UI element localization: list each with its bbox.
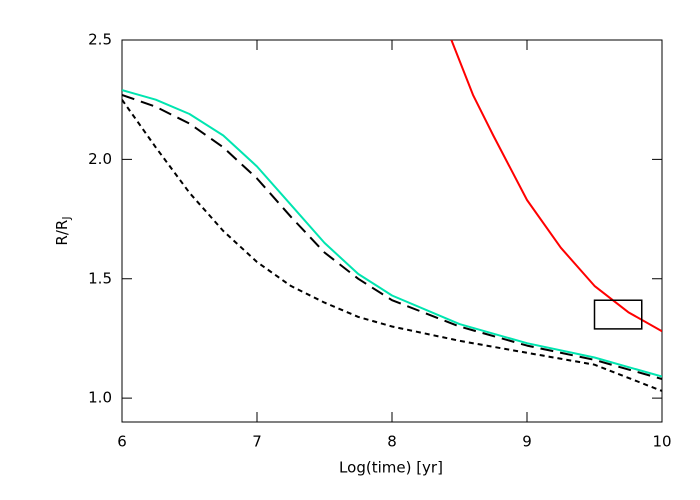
y-tick-label: 1.0 (88, 389, 112, 407)
series-line (122, 99, 662, 392)
x-tick-label: 8 (387, 433, 397, 451)
plot-frame (121, 39, 663, 423)
y-axis-label-sub: J (60, 216, 73, 220)
y-tick-label: 2.5 (88, 31, 112, 49)
series-line (122, 89, 662, 378)
annotation-box (593, 299, 643, 330)
y-tick-label: 2.0 (88, 150, 112, 168)
x-axis-label: Log(time) [yr] (339, 459, 443, 477)
x-tick-label: 9 (522, 433, 532, 451)
x-tick-label: 10 (652, 433, 671, 451)
y-axis-label-main: R/R (53, 220, 71, 246)
series-line (450, 40, 662, 333)
plot-lines (122, 40, 662, 392)
series-line (122, 93, 662, 380)
x-tick-label: 7 (252, 433, 262, 451)
y-tick-label: 1.5 (88, 269, 112, 287)
x-tick-label: 6 (117, 433, 127, 451)
y-axis-label: R/RJ (53, 216, 74, 245)
